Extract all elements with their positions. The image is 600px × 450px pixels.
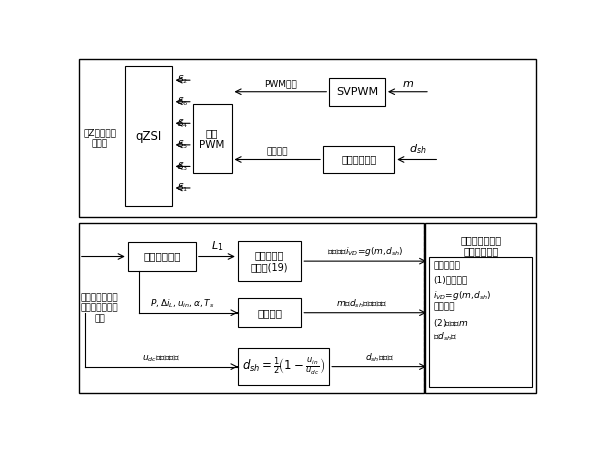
Text: 优化问题：: 优化问题： bbox=[433, 261, 460, 270]
Text: 电感设计准则: 电感设计准则 bbox=[143, 252, 181, 261]
Text: $S_6$: $S_6$ bbox=[176, 95, 188, 108]
Text: 功率守恒: 功率守恒 bbox=[257, 308, 282, 318]
Bar bbox=[425, 223, 536, 393]
Bar bbox=[329, 78, 385, 106]
Bar bbox=[323, 146, 394, 173]
Bar bbox=[429, 257, 532, 387]
Text: $d_{sh}$: $d_{sh}$ bbox=[409, 143, 427, 157]
Text: 和$d_{sh}$值: 和$d_{sh}$值 bbox=[433, 330, 458, 343]
Text: $S_5$: $S_5$ bbox=[177, 139, 188, 151]
Text: $d_{sh}$的范围: $d_{sh}$的范围 bbox=[365, 351, 394, 364]
Bar bbox=[238, 298, 301, 327]
Text: $S_4$: $S_4$ bbox=[176, 117, 188, 130]
Bar bbox=[193, 104, 232, 173]
Text: 修改
PWM: 修改 PWM bbox=[199, 128, 225, 149]
Text: $i_{VD}$=$g$($m$,$d_{sh}$): $i_{VD}$=$g$($m$,$d_{sh}$) bbox=[433, 289, 491, 302]
Bar bbox=[238, 348, 329, 385]
Text: qZSI: qZSI bbox=[136, 130, 162, 143]
Bar bbox=[128, 242, 196, 271]
Text: $S_1$: $S_1$ bbox=[177, 182, 188, 194]
Bar bbox=[79, 59, 536, 217]
Text: 直通插入方法: 直通插入方法 bbox=[341, 154, 376, 165]
Text: (1)目标函数: (1)目标函数 bbox=[433, 275, 467, 284]
Text: $u_{dc}$的可变范围: $u_{dc}$的可变范围 bbox=[142, 353, 181, 364]
Text: $S_2$: $S_2$ bbox=[177, 74, 188, 86]
Text: 的最大值: 的最大值 bbox=[433, 303, 455, 312]
Text: SVPWM: SVPWM bbox=[336, 87, 378, 97]
Text: 二极管电流
表达式(19): 二极管电流 表达式(19) bbox=[251, 250, 288, 272]
Text: 目标函数$i_{VD}$=$g$($m$,$d_{sh}$): 目标函数$i_{VD}$=$g$($m$,$d_{sh}$) bbox=[327, 245, 403, 258]
Text: 直通信号: 直通信号 bbox=[266, 148, 288, 157]
Text: 影响直接链电压
跌落的相关参数
计算: 影响直接链电压 跌落的相关参数 计算 bbox=[81, 293, 119, 323]
Text: PWM信号: PWM信号 bbox=[264, 80, 297, 89]
Text: (2)对应的$m$: (2)对应的$m$ bbox=[433, 316, 469, 328]
Bar bbox=[238, 241, 301, 281]
Text: $m$: $m$ bbox=[402, 79, 414, 89]
Text: $L_1$: $L_1$ bbox=[211, 240, 223, 253]
Text: $S_3$: $S_3$ bbox=[177, 160, 188, 173]
Bar bbox=[125, 66, 172, 207]
Text: $m$和$d_{sh}$的约束条件: $m$和$d_{sh}$的约束条件 bbox=[336, 297, 387, 310]
Text: 准Z源逆变器
的控制: 准Z源逆变器 的控制 bbox=[83, 129, 116, 148]
Text: 抑制电压跌落的
优化问题求解: 抑制电压跌落的 优化问题求解 bbox=[460, 235, 501, 256]
Text: $P,\Delta i_L,u_{in},\alpha,T_s$: $P,\Delta i_L,u_{in},\alpha,T_s$ bbox=[150, 297, 215, 310]
Bar bbox=[79, 223, 424, 393]
Text: $d_{sh}=\frac{1}{2}\!\left(1-\frac{u_{in}}{u_{dc}}\right)$: $d_{sh}=\frac{1}{2}\!\left(1-\frac{u_{in… bbox=[242, 356, 325, 378]
